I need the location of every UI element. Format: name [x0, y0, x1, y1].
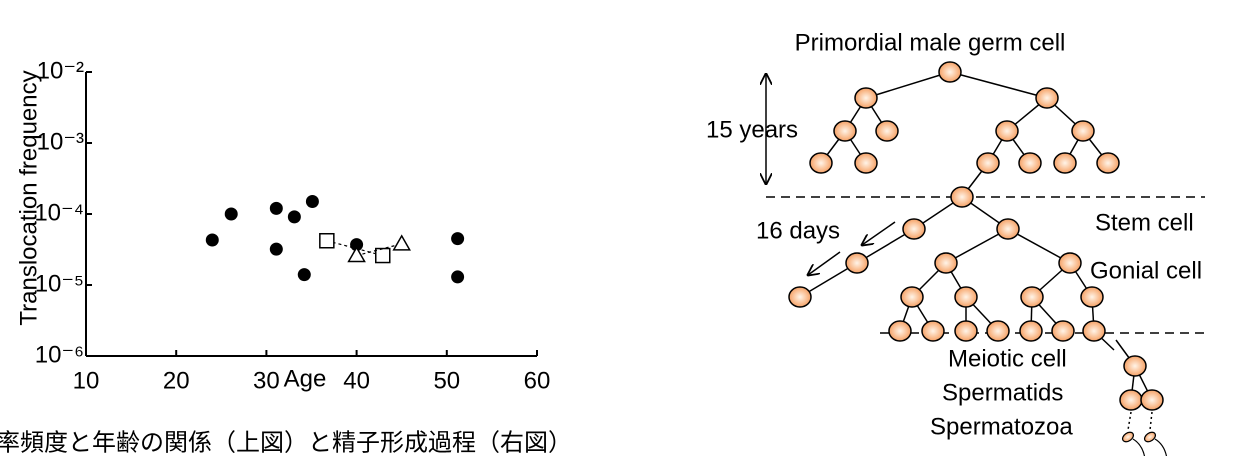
- branch: [866, 72, 950, 98]
- cell: [889, 321, 911, 341]
- stage-label: Stem cell: [1095, 209, 1194, 236]
- cell: [1097, 153, 1119, 173]
- x-tick-label: 50: [433, 367, 460, 394]
- x-tick-label: 60: [524, 367, 551, 394]
- point: [376, 249, 390, 263]
- cell: [987, 321, 1009, 341]
- cell: [1054, 153, 1076, 173]
- point: [320, 234, 334, 248]
- link: [1150, 412, 1152, 430]
- point: [288, 210, 301, 223]
- x-tick-label: 40: [343, 367, 370, 394]
- cell: [901, 287, 923, 307]
- cell: [846, 253, 868, 273]
- annotation: 15 years: [706, 116, 798, 143]
- cell: [1021, 287, 1043, 307]
- cell: [1052, 321, 1074, 341]
- point: [451, 270, 464, 283]
- cell: [810, 153, 832, 173]
- cell: [951, 187, 973, 207]
- cell: [955, 287, 977, 307]
- caption: 率頻度と年齢の関係（上図）と精子形成過程（右図）: [0, 429, 572, 456]
- x-tick-label: 30: [253, 367, 280, 394]
- point: [394, 236, 410, 250]
- cell: [1141, 390, 1163, 410]
- x-tick-label: 10: [73, 367, 100, 394]
- point: [270, 202, 283, 215]
- branch: [950, 72, 1047, 98]
- cell: [855, 153, 877, 173]
- point: [270, 243, 283, 256]
- stage-label: Meiotic cell: [948, 345, 1067, 372]
- point: [206, 234, 219, 247]
- sperm-head: [1121, 430, 1135, 443]
- cell: [939, 62, 961, 82]
- x-tick-label: 20: [163, 367, 190, 394]
- point: [306, 195, 319, 208]
- cell: [903, 219, 925, 239]
- cell: [1059, 253, 1081, 273]
- page: Age Translocation frequency 102030405060…: [0, 0, 1237, 456]
- cell: [1020, 321, 1042, 341]
- point: [298, 268, 311, 281]
- point: [225, 208, 238, 221]
- annotation: 16 days: [756, 217, 840, 244]
- cell: [1083, 321, 1105, 341]
- cell: [1072, 121, 1094, 141]
- cell: [1019, 153, 1041, 173]
- diagram-title: Primordial male germ cell: [795, 29, 1066, 56]
- cell: [789, 287, 811, 307]
- sperm-tail: [1155, 439, 1167, 456]
- stage-label: Spermatozoa: [930, 413, 1073, 440]
- x-axis-label: Age: [284, 365, 327, 392]
- y-tick-label: 10⁻²: [37, 57, 84, 84]
- figure: Age Translocation frequency 102030405060…: [0, 0, 1237, 456]
- cell: [996, 121, 1018, 141]
- cell: [1036, 88, 1058, 108]
- cell: [876, 121, 898, 141]
- y-tick-label: 10⁻⁵: [35, 270, 84, 297]
- arrow: [862, 222, 895, 245]
- cell: [1124, 356, 1146, 376]
- sperm-head: [1143, 430, 1157, 443]
- cell: [955, 321, 977, 341]
- cell: [935, 253, 957, 273]
- sperm-tail: [1133, 439, 1145, 456]
- cell: [1081, 287, 1103, 307]
- cell: [1120, 390, 1142, 410]
- y-tick-label: 10⁻³: [37, 128, 84, 155]
- cell: [834, 121, 856, 141]
- link: [1128, 412, 1131, 430]
- point: [451, 232, 464, 245]
- cell: [977, 153, 999, 173]
- cell: [997, 219, 1019, 239]
- y-tick-label: 10⁻⁶: [35, 341, 84, 368]
- y-tick-label: 10⁻⁴: [34, 199, 84, 226]
- stage-label: Gonial cell: [1090, 257, 1202, 284]
- cell: [855, 88, 877, 108]
- spermatogenesis-diagram: Primordial male germ cell 15 years 16 da…: [706, 29, 1205, 456]
- cell: [922, 321, 944, 341]
- stage-label: Spermatids: [942, 379, 1063, 406]
- arrow: [808, 252, 840, 275]
